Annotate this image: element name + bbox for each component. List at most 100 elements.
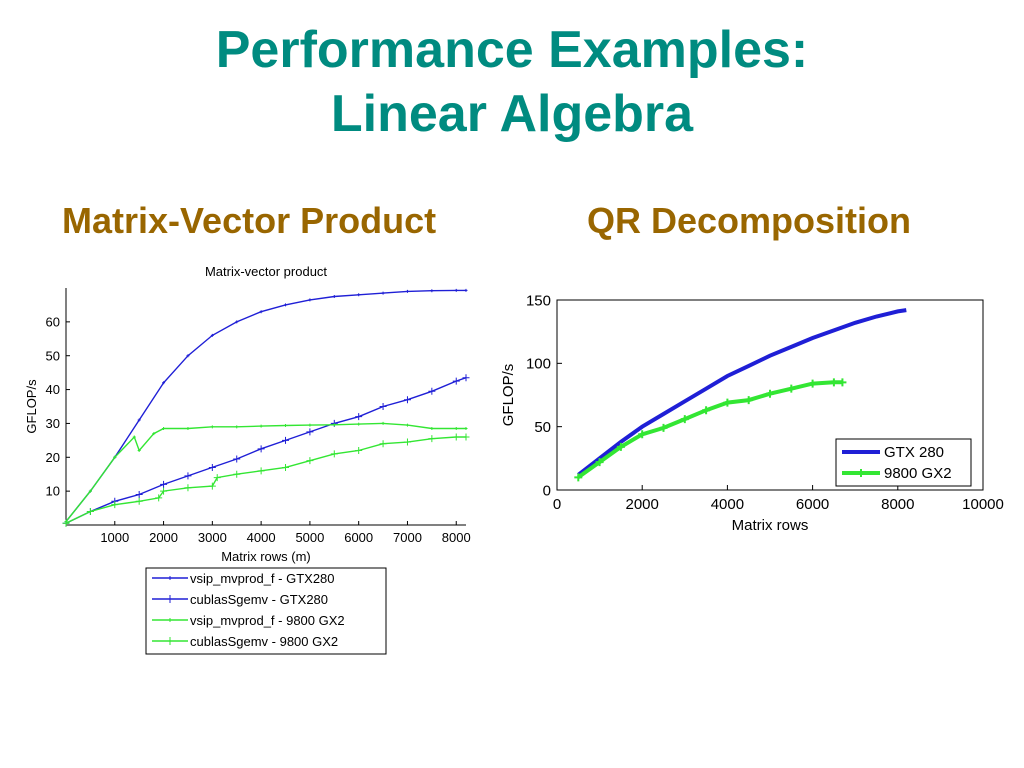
y-tick-label: 20 bbox=[46, 450, 60, 465]
series-line-3 bbox=[65, 436, 466, 524]
series-line-1 bbox=[65, 377, 467, 524]
legend-qr-decomposition: GTX 280 9800 GX2 bbox=[835, 438, 972, 487]
x-tick-label: 5000 bbox=[295, 530, 324, 545]
chart-qr-decomposition: 0 2000 4000 6000 8000 10000 0 50 100 150 Matrix ro… bbox=[500, 292, 1004, 534]
y-tick-label: 50 bbox=[534, 419, 551, 436]
slide-title-line1: Performance Examples: bbox=[215, 21, 809, 79]
legend-matrix-vector: vsip_mvprod_f - GTX280 cublasSgemv - GTX2… bbox=[145, 567, 387, 655]
data-point bbox=[257, 445, 265, 453]
series-line-2 bbox=[65, 422, 466, 523]
data-point bbox=[766, 389, 774, 398]
x-tick-label: 8000 bbox=[442, 530, 471, 545]
series-line-1 bbox=[577, 380, 843, 479]
x-tick-label: 0 bbox=[553, 496, 561, 513]
x-tick-label: 10000 bbox=[962, 496, 1004, 513]
data-point bbox=[381, 291, 385, 295]
data-point bbox=[259, 424, 263, 428]
data-point bbox=[357, 422, 361, 426]
legend-marker bbox=[166, 637, 174, 645]
y-tick-label: 40 bbox=[46, 382, 60, 397]
data-point bbox=[257, 467, 265, 475]
plot-frame bbox=[556, 299, 984, 491]
data-point bbox=[113, 455, 117, 459]
data-point bbox=[462, 374, 470, 382]
legend-label: GTX 280 bbox=[884, 444, 944, 461]
data-point bbox=[464, 288, 468, 292]
data-point bbox=[132, 435, 136, 439]
legend-box bbox=[145, 567, 387, 655]
data-point bbox=[184, 484, 192, 492]
left-chart-subtitle: Matrix-Vector Product bbox=[62, 200, 437, 241]
data-point bbox=[464, 427, 468, 431]
x-axis-label: Matrix rows (m) bbox=[221, 549, 311, 564]
y-axis-label: GFLOP/s bbox=[24, 379, 39, 434]
data-point bbox=[332, 423, 336, 427]
legend-marker bbox=[168, 576, 172, 580]
legend-label: vsip_mvprod_f - 9800 GX2 bbox=[190, 613, 345, 628]
data-point bbox=[135, 491, 143, 499]
data-point bbox=[186, 354, 190, 358]
y-tick-label: 150 bbox=[526, 292, 551, 309]
data-point bbox=[210, 425, 214, 429]
data-point bbox=[282, 463, 290, 471]
data-point bbox=[184, 472, 192, 480]
x-tick-label: 6000 bbox=[796, 496, 829, 513]
data-point bbox=[430, 427, 434, 431]
x-tick-label: 1000 bbox=[100, 530, 129, 545]
x-tick-label: 2000 bbox=[149, 530, 178, 545]
data-point bbox=[452, 433, 460, 441]
data-point bbox=[259, 310, 263, 314]
data-point bbox=[808, 379, 817, 388]
data-point bbox=[284, 303, 288, 307]
data-point bbox=[186, 427, 190, 431]
data-point bbox=[162, 427, 166, 431]
data-point bbox=[86, 507, 94, 515]
legend-box bbox=[835, 438, 972, 487]
data-point bbox=[284, 423, 288, 427]
series-line-0 bbox=[65, 289, 466, 523]
data-point bbox=[723, 398, 732, 407]
data-point bbox=[379, 403, 387, 410]
x-axis-label: Matrix rows bbox=[732, 517, 809, 534]
data-point bbox=[638, 430, 647, 439]
slide-title: Performance Examples: Linear Algebra bbox=[0, 18, 1024, 146]
data-point bbox=[208, 463, 216, 471]
series-line-0 bbox=[577, 308, 907, 477]
y-tick-label: 30 bbox=[46, 416, 60, 431]
data-point bbox=[152, 432, 156, 436]
data-point bbox=[111, 501, 119, 509]
data-point bbox=[379, 440, 387, 448]
data-point bbox=[659, 423, 668, 432]
data-point bbox=[403, 438, 411, 446]
data-point bbox=[616, 442, 625, 451]
y-axis-label: GFLOP/s bbox=[500, 364, 517, 427]
data-point bbox=[838, 378, 847, 387]
legend-marker bbox=[168, 618, 172, 622]
x-tick-label: 4000 bbox=[711, 496, 744, 513]
legend-marker bbox=[857, 469, 865, 477]
data-point bbox=[355, 413, 363, 421]
data-point bbox=[355, 447, 363, 455]
data-point bbox=[462, 433, 470, 441]
data-point bbox=[430, 289, 434, 293]
data-point bbox=[595, 458, 604, 467]
data-point bbox=[155, 494, 163, 502]
data-point bbox=[787, 384, 796, 393]
data-point bbox=[137, 418, 141, 422]
data-point bbox=[160, 487, 168, 495]
data-point bbox=[208, 482, 216, 490]
data-point bbox=[160, 480, 168, 488]
data-point bbox=[702, 406, 711, 415]
x-tick-label: 8000 bbox=[881, 496, 914, 513]
right-chart-subtitle: QR Decomposition bbox=[587, 200, 912, 241]
data-point bbox=[137, 449, 141, 453]
data-point bbox=[829, 378, 838, 387]
data-point bbox=[308, 298, 312, 302]
x-tick-label: 7000 bbox=[393, 530, 422, 545]
data-point bbox=[88, 489, 92, 493]
legend-label: vsip_mvprod_f - GTX280 bbox=[190, 571, 335, 586]
data-point bbox=[454, 288, 458, 292]
data-point bbox=[330, 450, 338, 458]
data-point bbox=[233, 470, 241, 478]
